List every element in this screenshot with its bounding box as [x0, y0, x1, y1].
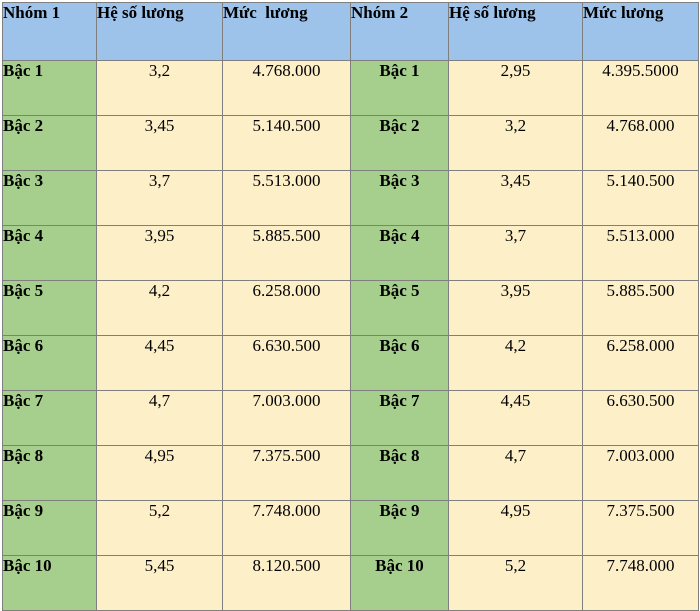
- header-salary-1: Mức lương: [222, 2, 351, 61]
- coefficient-cell-group-2: 4,2: [448, 335, 583, 391]
- salary-cell-group-2: 6.630.500: [582, 390, 699, 446]
- header-group-1: Nhóm 1: [2, 2, 97, 61]
- salary-cell-group-1: 8.120.500: [222, 555, 351, 611]
- coefficient-cell-group-1: 4,7: [96, 390, 223, 446]
- level-cell-group-1: Bậc 5: [2, 280, 97, 336]
- table-body: Bậc 1 3,2 4.768.000 Bậc 1 2,95 4.395.5000 Bậc …: [2, 60, 699, 611]
- header-group-2: Nhóm 2: [350, 2, 449, 61]
- coefficient-cell-group-1: 4,95: [96, 445, 223, 501]
- salary-cell-group-2: 7.748.000: [582, 555, 699, 611]
- table-row: Bậc 2 3,45 5.140.500 Bậc 2 3,2 4.768.000: [2, 115, 699, 171]
- coefficient-cell-group-2: 3,45: [448, 170, 583, 226]
- table-row: Bậc 8 4,95 7.375.500 Bậc 8 4,7 7.003.000: [2, 445, 699, 501]
- salary-cell-group-2: 5.140.500: [582, 170, 699, 226]
- level-cell-group-2: Bậc 4: [350, 225, 449, 281]
- header-coefficient-2: Hệ số lương: [448, 2, 583, 61]
- table-row: Bậc 4 3,95 5.885.500 Bậc 4 3,7 5.513.000: [2, 225, 699, 281]
- salary-cell-group-2: 4.768.000: [582, 115, 699, 171]
- coefficient-cell-group-2: 2,95: [448, 60, 583, 116]
- level-cell-group-2: Bậc 9: [350, 500, 449, 556]
- coefficient-cell-group-1: 3,95: [96, 225, 223, 281]
- header-salary-2: Mức lương: [582, 2, 699, 61]
- level-cell-group-2: Bậc 2: [350, 115, 449, 171]
- salary-cell-group-2: 5.885.500: [582, 280, 699, 336]
- level-cell-group-1: Bậc 8: [2, 445, 97, 501]
- coefficient-cell-group-2: 4,95: [448, 500, 583, 556]
- level-cell-group-2: Bậc 5: [350, 280, 449, 336]
- level-cell-group-2: Bậc 6: [350, 335, 449, 391]
- level-cell-group-1: Bậc 3: [2, 170, 97, 226]
- salary-cell-group-1: 6.258.000: [222, 280, 351, 336]
- coefficient-cell-group-1: 4,45: [96, 335, 223, 391]
- coefficient-cell-group-1: 3,2: [96, 60, 223, 116]
- salary-cell-group-2: 5.513.000: [582, 225, 699, 281]
- coefficient-cell-group-2: 5,2: [448, 555, 583, 611]
- level-cell-group-2: Bậc 8: [350, 445, 449, 501]
- coefficient-cell-group-1: 5,2: [96, 500, 223, 556]
- table-row: Bậc 1 3,2 4.768.000 Bậc 1 2,95 4.395.5000: [2, 60, 699, 116]
- table-row: Bậc 5 4,2 6.258.000 Bậc 5 3,95 5.885.500: [2, 280, 699, 336]
- coefficient-cell-group-2: 3,95: [448, 280, 583, 336]
- level-cell-group-1: Bậc 7: [2, 390, 97, 446]
- salary-cell-group-1: 5.140.500: [222, 115, 351, 171]
- salary-cell-group-1: 5.513.000: [222, 170, 351, 226]
- salary-cell-group-1: 7.375.500: [222, 445, 351, 501]
- salary-cell-group-2: 4.395.5000: [582, 60, 699, 116]
- salary-cell-group-1: 7.003.000: [222, 390, 351, 446]
- salary-cell-group-1: 7.748.000: [222, 500, 351, 556]
- salary-cell-group-1: 6.630.500: [222, 335, 351, 391]
- coefficient-cell-group-2: 4,45: [448, 390, 583, 446]
- level-cell-group-2: Bậc 7: [350, 390, 449, 446]
- salary-cell-group-1: 5.885.500: [222, 225, 351, 281]
- coefficient-cell-group-1: 4,2: [96, 280, 223, 336]
- coefficient-cell-group-1: 3,7: [96, 170, 223, 226]
- level-cell-group-1: Bậc 9: [2, 500, 97, 556]
- coefficient-cell-group-2: 4,7: [448, 445, 583, 501]
- table-row: Bậc 3 3,7 5.513.000 Bậc 3 3,45 5.140.500: [2, 170, 699, 226]
- table-row: Bậc 7 4,7 7.003.000 Bậc 7 4,45 6.630.500: [2, 390, 699, 446]
- level-cell-group-1: Bậc 10: [2, 555, 97, 611]
- level-cell-group-1: Bậc 6: [2, 335, 97, 391]
- header-row: Nhóm 1 Hệ số lương Mức lương Nhóm 2 Hệ s…: [2, 2, 699, 61]
- coefficient-cell-group-2: 3,2: [448, 115, 583, 171]
- header-coefficient-1: Hệ số lương: [96, 2, 223, 61]
- salary-cell-group-2: 7.375.500: [582, 500, 699, 556]
- level-cell-group-1: Bậc 4: [2, 225, 97, 281]
- level-cell-group-2: Bậc 10: [350, 555, 449, 611]
- coefficient-cell-group-1: 3,45: [96, 115, 223, 171]
- coefficient-cell-group-1: 5,45: [96, 555, 223, 611]
- coefficient-cell-group-2: 3,7: [448, 225, 583, 281]
- salary-cell-group-2: 7.003.000: [582, 445, 699, 501]
- level-cell-group-2: Bậc 1: [350, 60, 449, 116]
- salary-cell-group-1: 4.768.000: [222, 60, 351, 116]
- salary-cell-group-2: 6.258.000: [582, 335, 699, 391]
- table-row: Bậc 6 4,45 6.630.500 Bậc 6 4,2 6.258.000: [2, 335, 699, 391]
- level-cell-group-1: Bậc 1: [2, 60, 97, 116]
- table-row: Bậc 9 5,2 7.748.000 Bậc 9 4,95 7.375.500: [2, 500, 699, 556]
- table-row: Bậc 10 5,45 8.120.500 Bậc 10 5,2 7.748.000: [2, 555, 699, 611]
- level-cell-group-1: Bậc 2: [2, 115, 97, 171]
- level-cell-group-2: Bậc 3: [350, 170, 449, 226]
